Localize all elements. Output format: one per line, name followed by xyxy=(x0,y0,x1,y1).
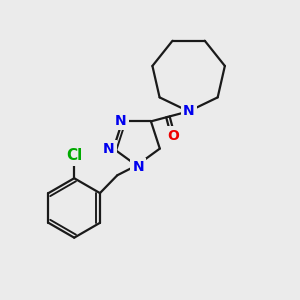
Text: N: N xyxy=(183,104,194,118)
Text: N: N xyxy=(103,142,115,156)
Text: Cl: Cl xyxy=(66,148,82,164)
Text: N: N xyxy=(115,114,127,128)
Text: O: O xyxy=(167,128,179,142)
Text: N: N xyxy=(132,160,144,174)
